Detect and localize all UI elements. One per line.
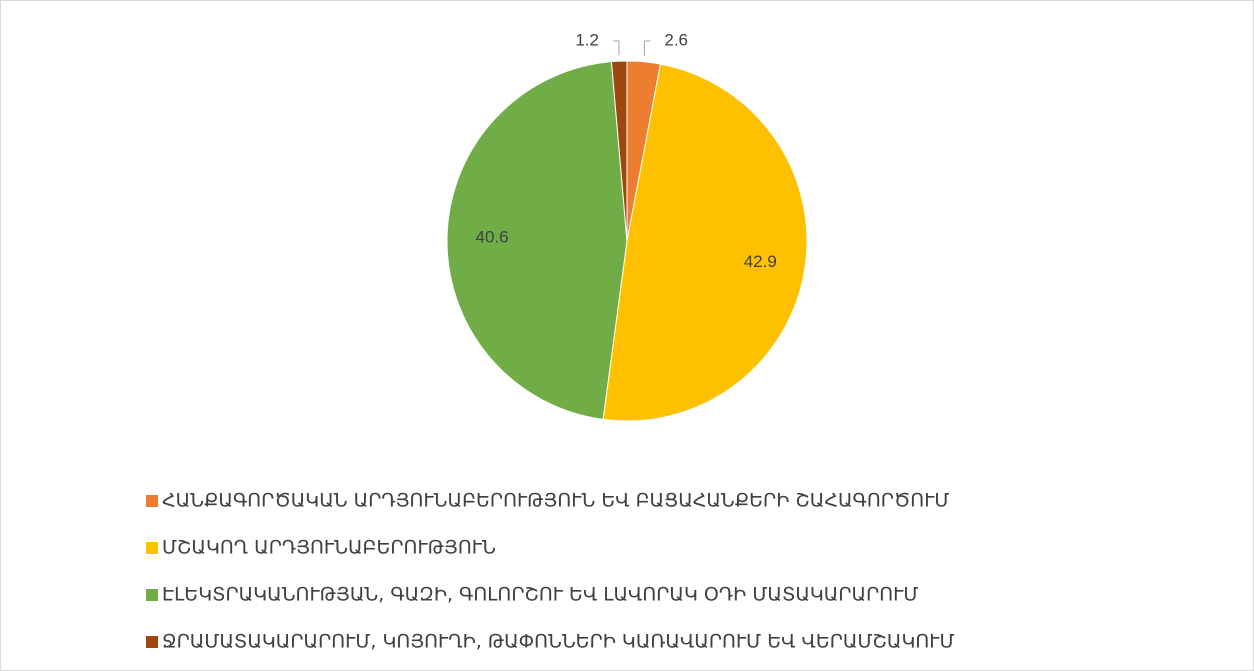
legend-label: ՀԱՆՔԱԳՈՐԾԱԿԱՆ ԱՐԴՅՈՒՆԱԲԵՐՈՒԹՅՈՒՆ ԵՎ ԲԱՑԱ… — [162, 490, 949, 512]
data-label: 40.6 — [475, 227, 508, 246]
data-label: 42.9 — [744, 252, 777, 271]
leader-line — [612, 40, 620, 56]
legend-swatch — [146, 542, 158, 554]
pie-slice — [602, 63, 808, 422]
legend-swatch — [146, 589, 158, 601]
data-label: 1.2 — [575, 30, 599, 49]
data-label: 2.6 — [664, 30, 688, 49]
pie-slice — [610, 60, 628, 242]
legend-swatch — [146, 495, 158, 507]
leader-line — [643, 40, 651, 56]
legend-label: ՄՇԱԿՈՂ ԱՐԴՅՈՒՆԱԲԵՐՈՒԹՅՈՒՆ — [162, 537, 496, 559]
legend-label: ՋՐԱՄԱՏԱԿԱՐԱՐՈՒՄ, ԿՈՅՈՒՂԻ, ԹԱՓՈՆՆԵՐԻ ԿԱՌԱ… — [162, 631, 955, 653]
pie-slice — [446, 61, 628, 420]
legend-swatch — [146, 636, 158, 648]
legend-label: ԷԼԵԿՏՐԱԿԱՆՈՒԹՅԱՆ, ԳԱԶԻ, ԳՈԼՈՐՇՈՒ ԵՎ ԼԱՎՈ… — [162, 584, 918, 606]
